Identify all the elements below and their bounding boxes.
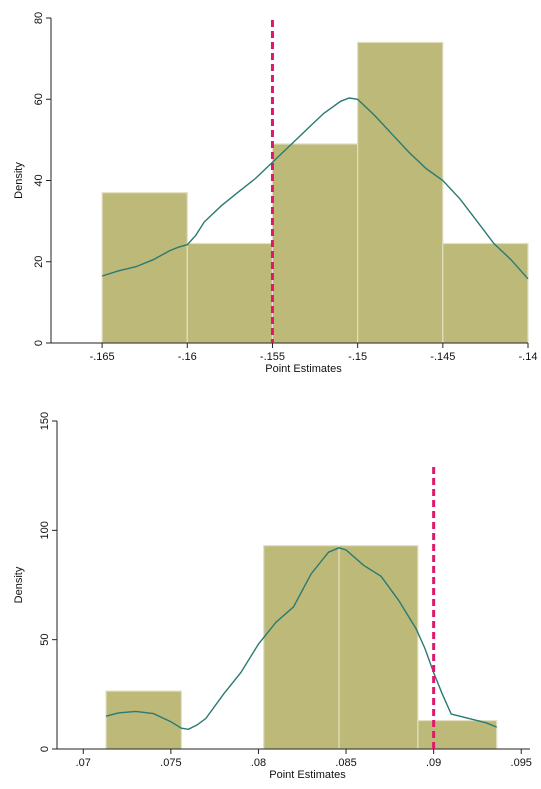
histogram-bar [105, 690, 182, 750]
kernel-density-line [105, 547, 497, 731]
histogram-bar [442, 242, 529, 344]
histogram-bar [101, 192, 188, 344]
x-tick-label: -.155 [260, 351, 285, 363]
x-tick-label: .095 [511, 757, 532, 769]
histogram-bar [263, 545, 340, 750]
y-tick-label: 60 [33, 93, 45, 105]
x-tick-label: -.145 [430, 351, 455, 363]
y-tick-label: 80 [33, 12, 45, 24]
y-axis-title: Density [13, 162, 25, 199]
y-tick-label: 40 [33, 174, 45, 186]
x-axis-title: Point Estimates [269, 769, 346, 781]
x-tick-label: .07 [76, 757, 91, 769]
y-tick-label: 150 [39, 412, 51, 430]
top-histogram-panel: 0 20 40 60 80 -.165 -.16 -.155 -.15 -.145 -.14 Dens… [13, 12, 537, 375]
x-tick-label: -.16 [178, 351, 197, 363]
bottom-histogram-panel: 0 50 100 150 .07 .075 .08 .085 .09 .095 Density Poi… [13, 412, 532, 781]
x-tick-label: .08 [251, 757, 266, 769]
y-tick-label: 20 [33, 256, 45, 268]
y-tick-label: 0 [39, 746, 51, 752]
x-axis-title: Point Estimates [265, 363, 342, 375]
y-tick-label: 100 [39, 521, 51, 539]
histogram-bar [271, 143, 359, 344]
kernel-density-line [101, 97, 529, 280]
x-tick-label: -.15 [348, 351, 367, 363]
x-tick-label: .085 [335, 757, 356, 769]
x-tick-label: .075 [160, 757, 181, 769]
histogram-bar [357, 41, 444, 344]
y-tick-label: 50 [39, 634, 51, 646]
histogram-bar [186, 242, 274, 344]
y-axis-title: Density [13, 566, 25, 603]
y-tick-label: 0 [33, 340, 45, 346]
x-tick-label: -.14 [519, 351, 538, 363]
histogram-bar [417, 719, 498, 750]
x-tick-label: -.165 [90, 351, 115, 363]
histogram-bar [338, 545, 419, 750]
x-tick-label: .09 [426, 757, 441, 769]
